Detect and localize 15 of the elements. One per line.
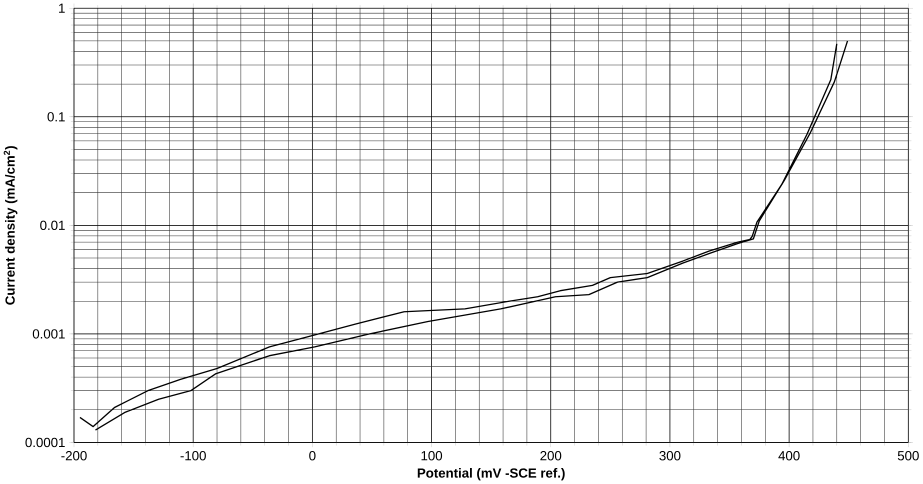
y-tick-label: 0.1 [48, 112, 65, 122]
y-tick-label: 0.0001 [25, 438, 65, 448]
x-axis-title: Potential (mV -SCE ref.) [418, 468, 565, 480]
y-axis-title: Current density (mA/cm$^{2}$) [4, 146, 18, 305]
x-tick-label: -200 [61, 451, 87, 460]
x-tick-label: 400 [778, 451, 800, 460]
x-tick-label: 500 [898, 451, 919, 460]
x-tick-label: 0 [309, 451, 316, 460]
x-tick-label: 300 [659, 451, 680, 460]
y-tick-label: 0.01 [40, 220, 65, 230]
y-tick-label: 0.001 [32, 329, 65, 339]
x-tick-label: 100 [422, 451, 442, 460]
x-tick-label: -100 [180, 451, 206, 460]
x-tick-label: 200 [540, 451, 562, 460]
y-tick-label: 1 [59, 4, 65, 13]
